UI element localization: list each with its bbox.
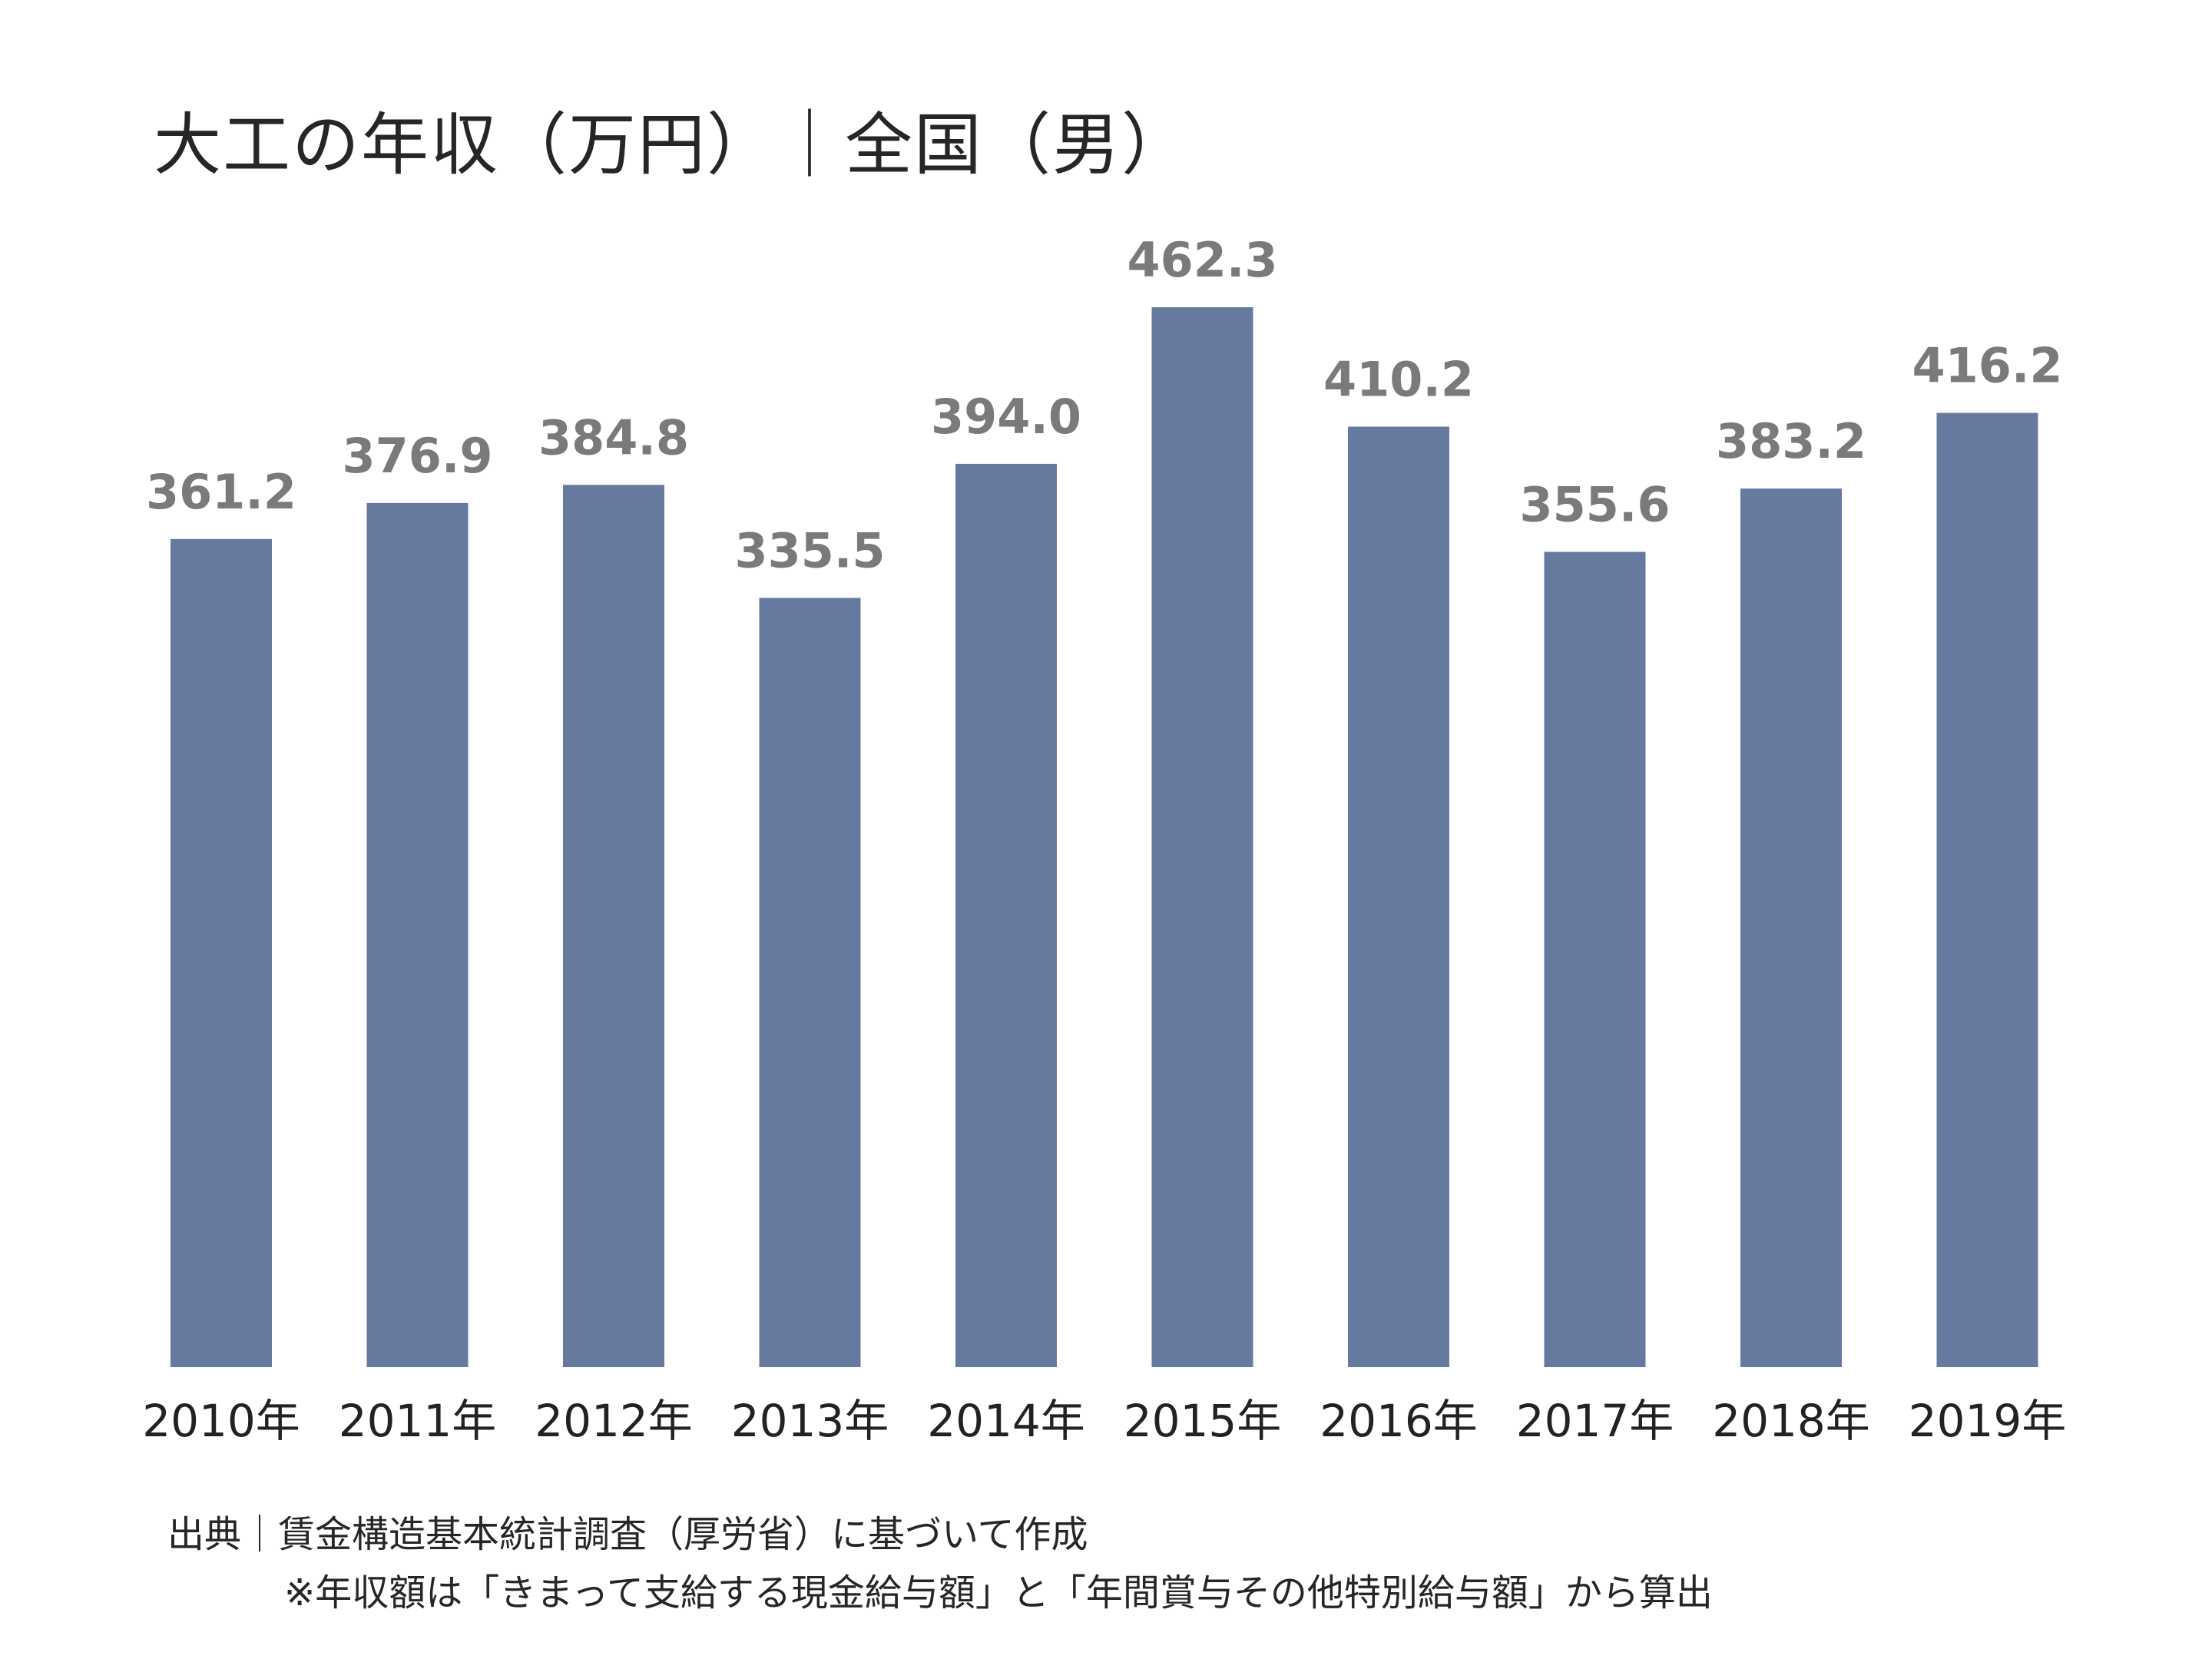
chart-title: 大工の年収（万円）｜全国（男） bbox=[154, 105, 1191, 184]
bar-2012年 bbox=[563, 485, 664, 1367]
category-labels-group: 2010年 2011年 2012年 2013年 2014年 2015年 2016年 2017年… bbox=[142, 1395, 2066, 1447]
category-label-2011年: 2011年 bbox=[339, 1395, 497, 1447]
value-label-2011年: 376.9 bbox=[342, 428, 492, 484]
calculation-note: ※年収額は「きまって支給する現金給与額」と「年間賞与その他特別給与額」から算出 bbox=[284, 1571, 1713, 1614]
value-label-2015年: 462.3 bbox=[1127, 232, 1277, 288]
bar-2016年 bbox=[1348, 426, 1449, 1367]
category-label-2016年: 2016年 bbox=[1320, 1395, 1478, 1447]
bar-2018年 bbox=[1740, 488, 1842, 1367]
category-label-2013年: 2013年 bbox=[731, 1395, 889, 1447]
value-label-2018年: 383.2 bbox=[1716, 413, 1866, 469]
category-label-2014年: 2014年 bbox=[927, 1395, 1085, 1447]
value-labels-group: 361.2 376.9 384.8 335.5 394.0 462.3 410.2 355.6… bbox=[146, 232, 2063, 579]
category-label-2015年: 2015年 bbox=[1124, 1395, 1282, 1447]
value-label-2010年: 361.2 bbox=[146, 464, 296, 520]
value-label-2013年: 335.5 bbox=[734, 523, 885, 579]
category-label-2019年: 2019年 bbox=[1909, 1395, 2067, 1447]
value-label-2019年: 416.2 bbox=[1912, 338, 2062, 394]
value-label-2014年: 394.0 bbox=[931, 389, 1081, 445]
bar-2010年 bbox=[171, 538, 272, 1367]
value-label-2016年: 410.2 bbox=[1323, 352, 1474, 408]
source-note: 出典｜賃金構造基本統計調査（厚労省）に基づいて作成 bbox=[167, 1513, 1088, 1556]
value-label-2012年: 384.8 bbox=[538, 409, 689, 465]
value-label-2017年: 355.6 bbox=[1519, 477, 1670, 533]
bar-2019年 bbox=[1936, 412, 2038, 1367]
category-label-2018年: 2018年 bbox=[1712, 1395, 1870, 1447]
bars-group bbox=[171, 307, 2038, 1367]
bar-2017年 bbox=[1544, 551, 1646, 1367]
category-label-2010年: 2010年 bbox=[142, 1395, 300, 1447]
category-label-2012年: 2012年 bbox=[535, 1395, 693, 1447]
bar-2015年 bbox=[1151, 307, 1253, 1367]
bar-2011年 bbox=[366, 502, 469, 1367]
bar-chart: 361.2 376.9 384.8 335.5 394.0 462.3 410.2 355.6… bbox=[142, 232, 2066, 1447]
category-label-2017年: 2017年 bbox=[1516, 1395, 1674, 1447]
bar-2014年 bbox=[955, 463, 1057, 1367]
bar-2013年 bbox=[759, 598, 861, 1367]
